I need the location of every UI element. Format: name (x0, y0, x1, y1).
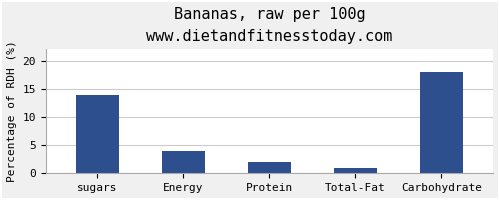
Title: Bananas, raw per 100g
www.dietandfitnesstoday.com: Bananas, raw per 100g www.dietandfitness… (146, 7, 392, 44)
Bar (420, 72, 463, 173)
Bar (334, 168, 377, 173)
Y-axis label: Percentage of RDH (%): Percentage of RDH (%) (7, 41, 17, 182)
Bar (76, 95, 119, 173)
Bar (248, 162, 291, 173)
Bar (162, 151, 205, 173)
